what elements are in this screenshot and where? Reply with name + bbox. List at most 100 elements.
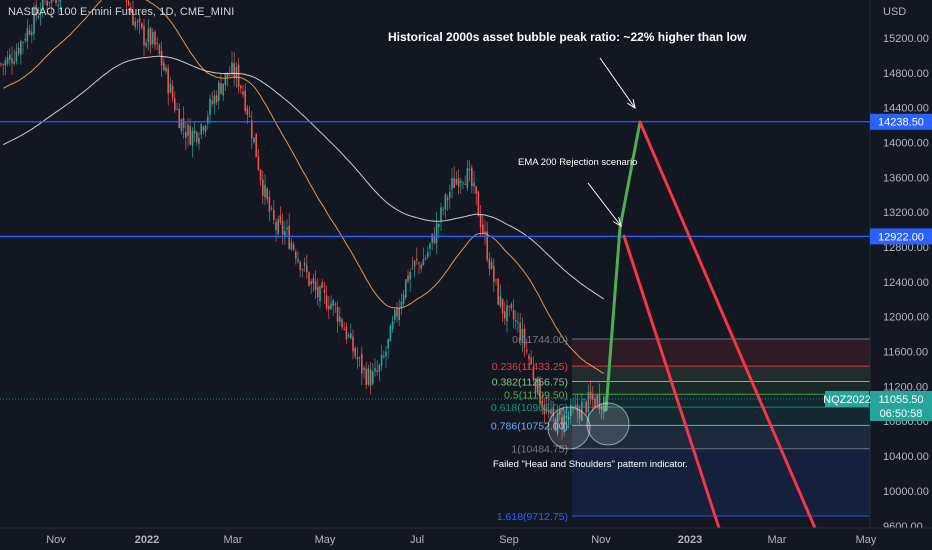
candle-body: [539, 380, 541, 404]
candle-body: [15, 51, 18, 62]
candle-body: [350, 333, 352, 339]
candle-body: [295, 251, 297, 259]
candle-body: [497, 278, 499, 305]
candle-body: [264, 184, 266, 198]
mid-level-badge: 12922.00: [878, 231, 924, 243]
fib-label: 0.618(10962.00): [491, 402, 568, 414]
fib-zone: [572, 366, 870, 382]
candle-body: [17, 47, 20, 54]
fib-zone: [572, 407, 870, 426]
candle-body: [438, 223, 440, 227]
candle-body: [413, 260, 416, 267]
candle-body: [422, 259, 425, 266]
candle-body: [334, 304, 337, 306]
candle-body: [488, 259, 491, 269]
currency-label: USD: [883, 6, 906, 18]
candle-body: [378, 364, 381, 372]
candle-body: [321, 282, 323, 288]
candle-body: [380, 354, 383, 366]
ema-annotation: EMA 200 Rejection scenario: [518, 157, 637, 168]
candle-body: [482, 224, 484, 234]
annotation-arrows: [587, 57, 636, 228]
candle-body: [20, 41, 22, 55]
candle-body: [48, 1, 51, 3]
candle-body: [444, 194, 447, 210]
fib-label: 0.236(11433.25): [492, 361, 568, 373]
candle-body: [204, 125, 207, 132]
candle-body: [570, 404, 572, 416]
candle-body: [50, 0, 53, 3]
candle-body: [6, 57, 9, 64]
countdown-badge-bg: [870, 406, 932, 421]
upper-level-badge-bg: [870, 113, 932, 130]
candle-body: [493, 265, 495, 282]
candle-body: [429, 243, 431, 249]
candle-body: [255, 133, 257, 157]
candle-body: [328, 305, 330, 310]
candle-body: [339, 316, 341, 322]
candle-body: [457, 178, 460, 187]
candle-body: [158, 44, 161, 55]
candle-body: [273, 209, 275, 221]
symbol-tag-badge: NQZ2022: [823, 394, 871, 406]
candle-body: [424, 257, 427, 260]
candle-body: [310, 281, 312, 285]
mid-level-badge-bg: [870, 228, 932, 245]
candle-body: [2, 64, 4, 66]
candle-body: [462, 182, 464, 184]
candle-body: [396, 308, 398, 317]
candle-body: [189, 126, 191, 145]
projection-line: [604, 226, 622, 412]
time-tick-label: Mar: [768, 534, 787, 546]
price-tick-labels: 15200.00 14800.00 14400.00 14000.00 13600.00…: [883, 33, 929, 533]
arrow-shaft: [587, 182, 622, 227]
candle-body: [143, 25, 145, 46]
candle-body: [541, 400, 543, 409]
candle-body: [556, 412, 559, 434]
candle-body: [471, 167, 473, 186]
candle-body: [442, 209, 444, 211]
candle-body: [187, 124, 189, 136]
time-tick-labels: Nov 2022 Mar May Jul Sep Nov 2023 Mar May: [46, 534, 877, 546]
candle-body: [596, 394, 598, 405]
candle-body: [574, 405, 576, 407]
fib-zone: [572, 381, 870, 395]
candle-body: [411, 268, 414, 270]
candle-body: [400, 301, 403, 309]
candle-body: [473, 182, 475, 187]
candle-body: [270, 208, 273, 209]
symbol-title[interactable]: NASDAQ 100 E-mini Futures, 1D, CME_MINI: [8, 6, 235, 18]
candle-body: [594, 398, 596, 408]
candle-body: [383, 355, 385, 357]
projection-line: [622, 234, 721, 530]
candle-body: [281, 220, 284, 235]
candle-body: [592, 395, 594, 400]
price-axis[interactable]: [870, 0, 932, 528]
price-tick-label: 13600.00: [883, 172, 929, 184]
fib-zone: [572, 425, 870, 449]
time-axis[interactable]: [0, 528, 932, 550]
candle-body: [167, 68, 169, 94]
candle-body: [565, 416, 568, 418]
candle-body: [330, 303, 332, 310]
candle-body: [365, 368, 367, 386]
candle-body: [352, 336, 354, 352]
candle-body: [576, 404, 579, 412]
fib-label: 0(11744.00): [512, 334, 568, 346]
candle-body: [585, 401, 587, 414]
candle-body: [259, 169, 262, 181]
candle-body: [508, 305, 510, 307]
candle-body: [180, 119, 183, 132]
price-tick-label: 14800.00: [883, 68, 929, 80]
fib-zone: [572, 339, 870, 367]
candle-body: [341, 319, 343, 328]
candle-body: [174, 98, 176, 111]
candle-body: [266, 188, 268, 200]
candle-body: [127, 0, 130, 6]
candle-body: [297, 259, 299, 262]
candle-body: [57, 4, 59, 6]
candle-body: [486, 231, 488, 260]
candle-body: [548, 409, 550, 413]
candle-body: [24, 38, 26, 41]
